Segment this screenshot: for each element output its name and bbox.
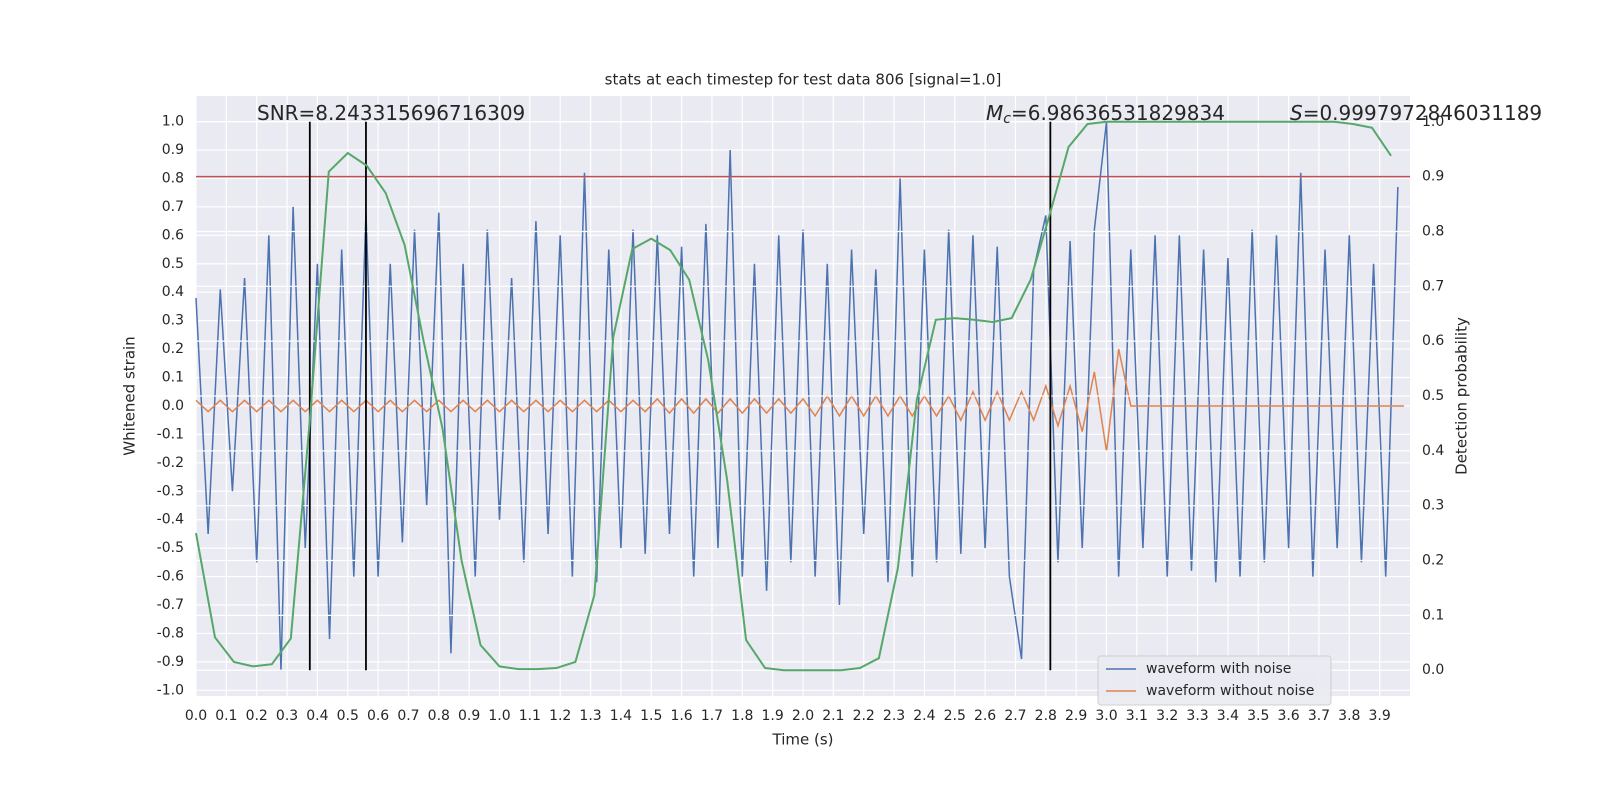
legend-label: waveform without noise [1146,683,1314,699]
x-tick-label: 2.9 [1065,708,1087,724]
x-tick-label: 1.7 [701,708,723,724]
x-tick-label: 2.5 [944,708,966,724]
chart-title: stats at each timestep for test data 806… [605,71,1002,89]
x-tick-label: 0.1 [215,708,237,724]
x-tick-label: 2.2 [853,708,875,724]
y2-tick-label: 0.0 [1422,662,1444,678]
annotation: Mc=6.98636531829834 [986,101,1225,128]
x-tick-label: 3.0 [1095,708,1117,724]
x-tick-label: 0.0 [185,708,207,724]
x-tick-label: 0.4 [306,708,328,724]
x-tick-label: 0.3 [276,708,298,724]
y-axis-label: Whitened strain [121,336,139,455]
y2-tick-label: 0.9 [1422,169,1444,185]
x-tick-label: 2.1 [822,708,844,724]
y-tick-label: 0.3 [162,313,184,329]
x-tick-label: 3.9 [1369,708,1391,724]
y2-tick-label: 0.7 [1422,278,1444,294]
x-tick-label: 3.5 [1247,708,1269,724]
x-tick-label: 3.3 [1186,708,1208,724]
y-tick-label: 0.1 [162,370,184,386]
annotation: SNR=8.243315696716309 [257,101,525,125]
x-tick-label: 3.6 [1277,708,1299,724]
annotation: S=0.9997972846031189 [1290,101,1542,125]
y-tick-label: 0.0 [162,398,184,414]
x-tick-label: 3.2 [1156,708,1178,724]
x-tick-label: 1.5 [640,708,662,724]
y-tick-label: 1.0 [162,114,184,130]
x-tick-label: 0.8 [428,708,450,724]
legend-box [1097,655,1332,706]
y-tick-label: -0.1 [157,426,184,442]
x-tick-label: 0.7 [397,708,419,724]
y2-tick-label: 0.4 [1422,443,1444,459]
overlay [195,120,1410,672]
x-tick-label: 2.6 [974,708,996,724]
y2-tick-label: 0.6 [1422,333,1444,349]
y2-tick-label: 0.1 [1422,607,1444,623]
y-tick-label: 0.5 [162,256,184,272]
x-tick-label: 2.7 [1004,708,1026,724]
annotation-text: =6.98636531829834 [1011,101,1225,125]
x-tick-label: 1.1 [519,708,541,724]
y-tick-label: 0.9 [162,142,184,158]
y2-tick-label: 0.2 [1422,553,1444,569]
y-tick-label: 0.2 [162,341,184,357]
legend-label: waveform with noise [1146,661,1291,677]
y2-tick-label: 1.0 [1422,114,1444,130]
x-tick-label: 2.0 [792,708,814,724]
x-tick-label: 1.8 [731,708,753,724]
x-tick-label: 0.9 [458,708,480,724]
y2-axis-label: Detection probability [1453,317,1471,475]
y2-tick-label: 0.8 [1422,223,1444,239]
x-tick-label: 0.5 [337,708,359,724]
x-tick-label: 1.9 [762,708,784,724]
y-tick-label: -0.7 [157,597,184,613]
x-axis-label: Time (s) [772,731,834,749]
y-tick-label: 0.4 [162,284,184,300]
y-tick-label: -0.9 [157,654,184,670]
y-tick-label: -0.8 [157,625,184,641]
x-tick-label: 3.4 [1217,708,1239,724]
x-tick-label: 1.3 [579,708,601,724]
legend: waveform with noise waveform without nois… [1097,655,1332,706]
annotation-symbol: M [986,101,1003,125]
series-line [195,348,1404,452]
y-tick-label: -0.3 [157,483,184,499]
y-tick-label: -0.4 [157,512,184,528]
x-tick-label: 2.8 [1035,708,1057,724]
x-tick-label: 3.7 [1308,708,1330,724]
y2-tick-label: 0.5 [1422,388,1444,404]
x-tick-label: 0.2 [246,708,268,724]
annotation-subscript: c [1003,111,1011,127]
y-tick-label: -1.0 [157,682,184,698]
y-tick-label: 0.8 [162,170,184,186]
x-tick-label: 2.4 [913,708,935,724]
x-tick-label: 1.2 [549,708,571,724]
y-tick-label: -0.2 [157,455,184,471]
y2-tick-label: 0.3 [1422,498,1444,514]
x-tick-label: 3.1 [1126,708,1148,724]
annotation-text: =0.9997972846031189 [1303,101,1542,125]
x-tick-label: 1.4 [610,708,632,724]
x-tick-label: 3.8 [1338,708,1360,724]
x-tick-label: 1.0 [488,708,510,724]
y-tick-label: 0.6 [162,227,184,243]
annotation-symbol: S [1290,101,1303,125]
series-line [195,120,1392,672]
x-tick-label: 0.6 [367,708,389,724]
annotation-text: SNR=8.243315696716309 [257,101,525,125]
x-tick-label: 1.6 [670,708,692,724]
x-tick-label: 2.3 [883,708,905,724]
y-tick-label: -0.6 [157,569,184,585]
y-tick-label: 0.7 [162,199,184,215]
y-tick-label: -0.5 [157,540,184,556]
